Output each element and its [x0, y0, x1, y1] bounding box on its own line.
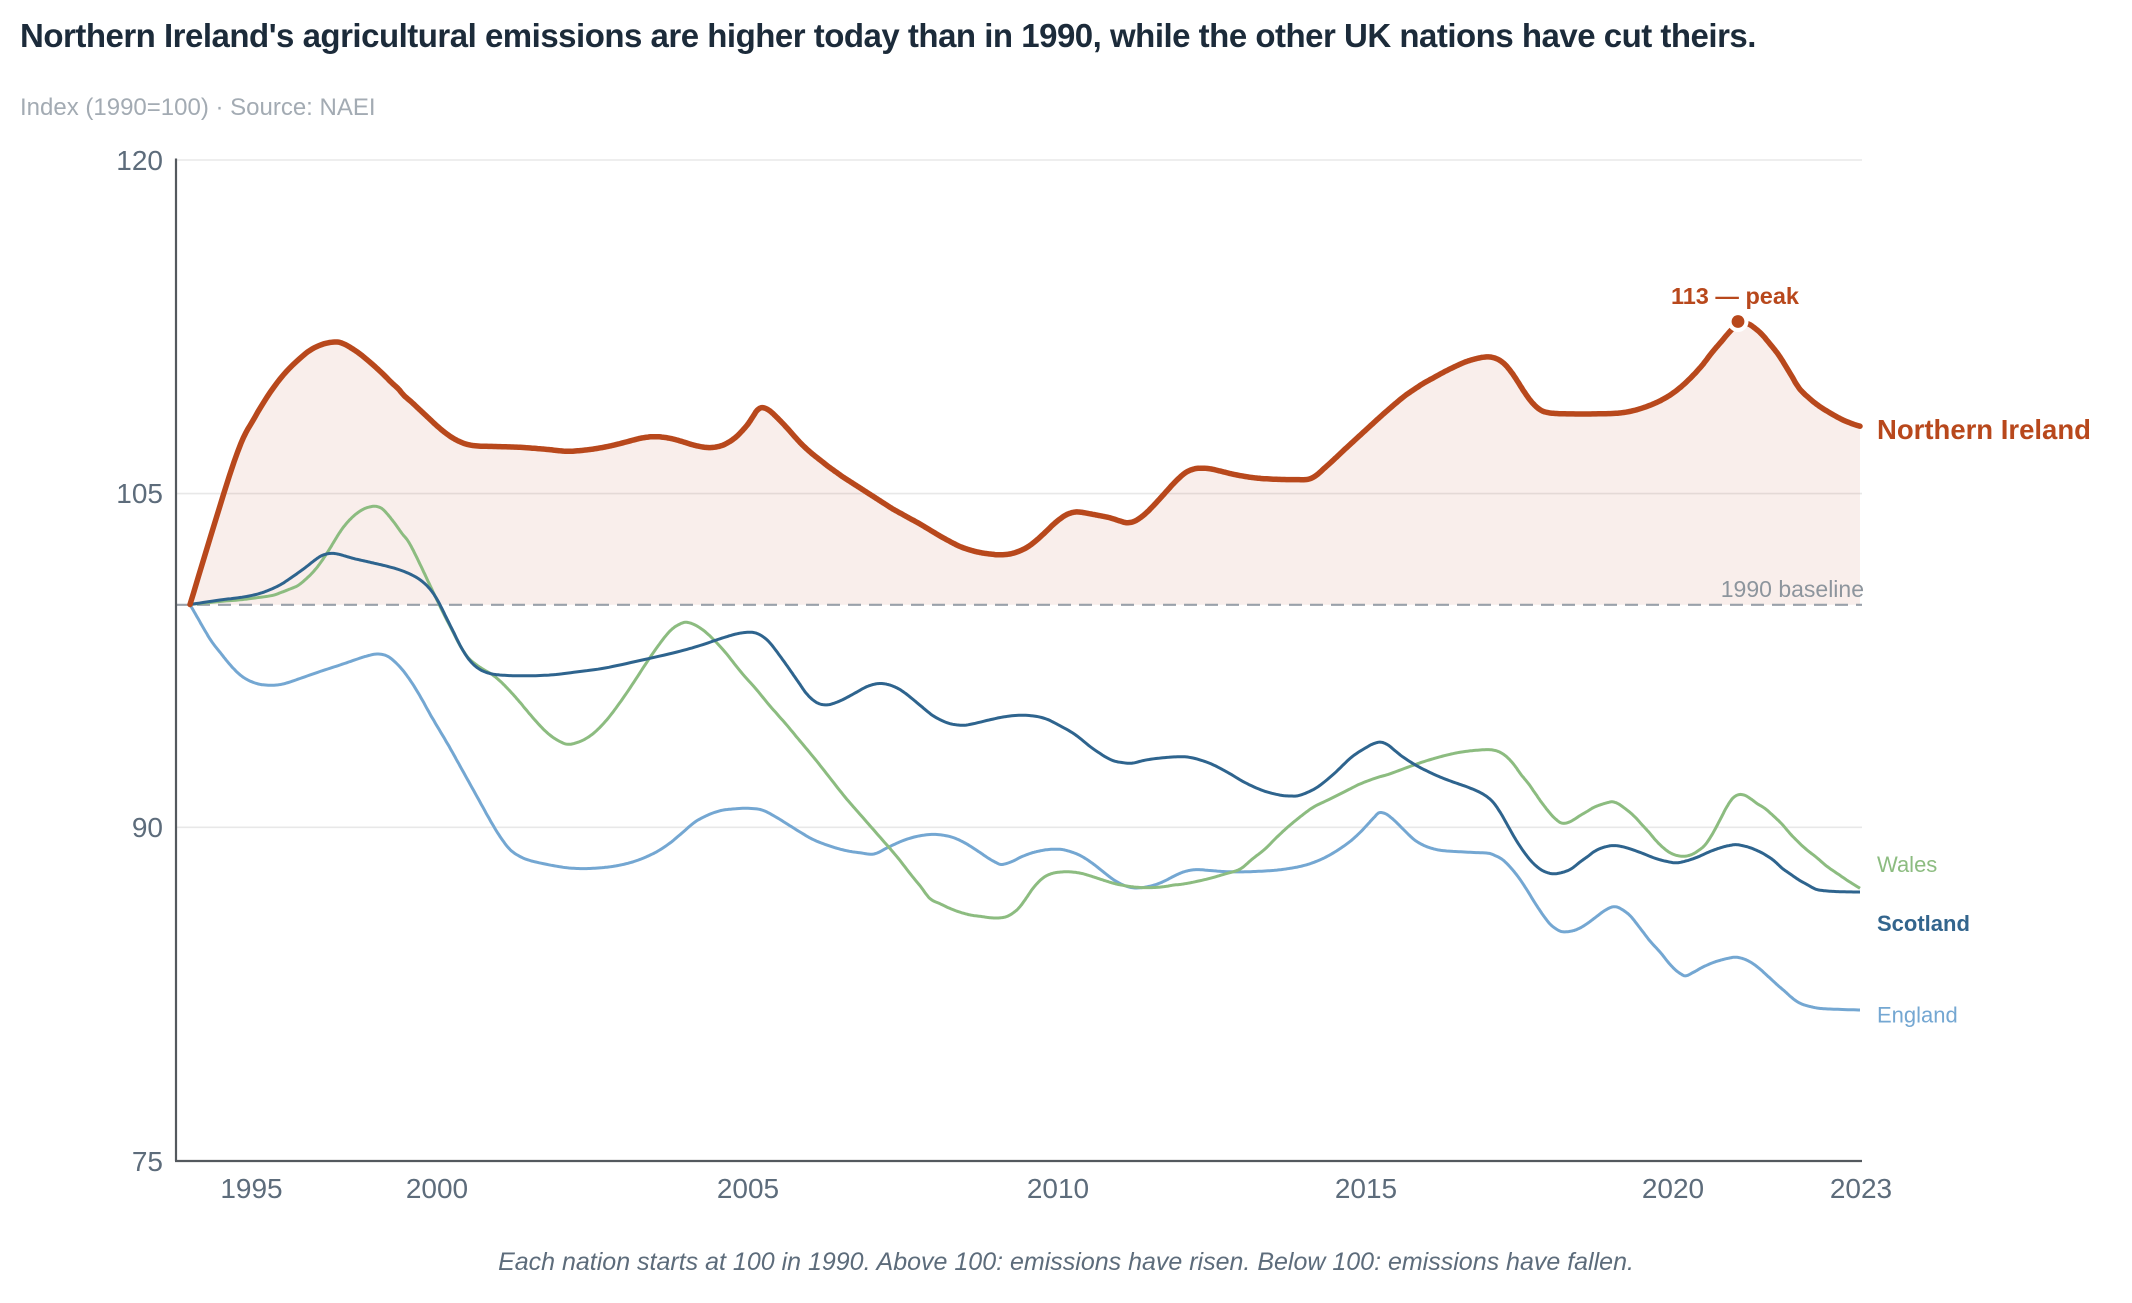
svg-text:120: 120	[116, 145, 163, 176]
svg-text:2005: 2005	[717, 1173, 779, 1204]
svg-text:1990 baseline: 1990 baseline	[1721, 576, 1864, 602]
svg-text:England: England	[1877, 1003, 1958, 1028]
svg-text:75: 75	[132, 1146, 163, 1177]
svg-text:Wales: Wales	[1877, 852, 1937, 877]
svg-text:113 — peak: 113 — peak	[1671, 283, 1800, 309]
svg-text:2023: 2023	[1830, 1173, 1892, 1204]
svg-text:2000: 2000	[406, 1173, 468, 1204]
svg-text:Index (1990=100) · Source: NAE: Index (1990=100) · Source: NAEI	[20, 94, 376, 121]
svg-text:Each nation starts at 100 in 1: Each nation starts at 100 in 1990. Above…	[498, 1248, 1634, 1276]
svg-text:Scotland: Scotland	[1877, 911, 1970, 936]
svg-text:Northern Ireland: Northern Ireland	[1877, 414, 2091, 445]
svg-text:105: 105	[116, 478, 163, 509]
svg-text:Northern Ireland's agricultura: Northern Ireland's agricultural emission…	[20, 17, 1756, 54]
svg-text:2010: 2010	[1027, 1173, 1089, 1204]
svg-text:90: 90	[132, 812, 163, 843]
svg-text:2015: 2015	[1335, 1173, 1397, 1204]
svg-text:2020: 2020	[1642, 1173, 1704, 1204]
svg-text:1995: 1995	[220, 1173, 282, 1204]
